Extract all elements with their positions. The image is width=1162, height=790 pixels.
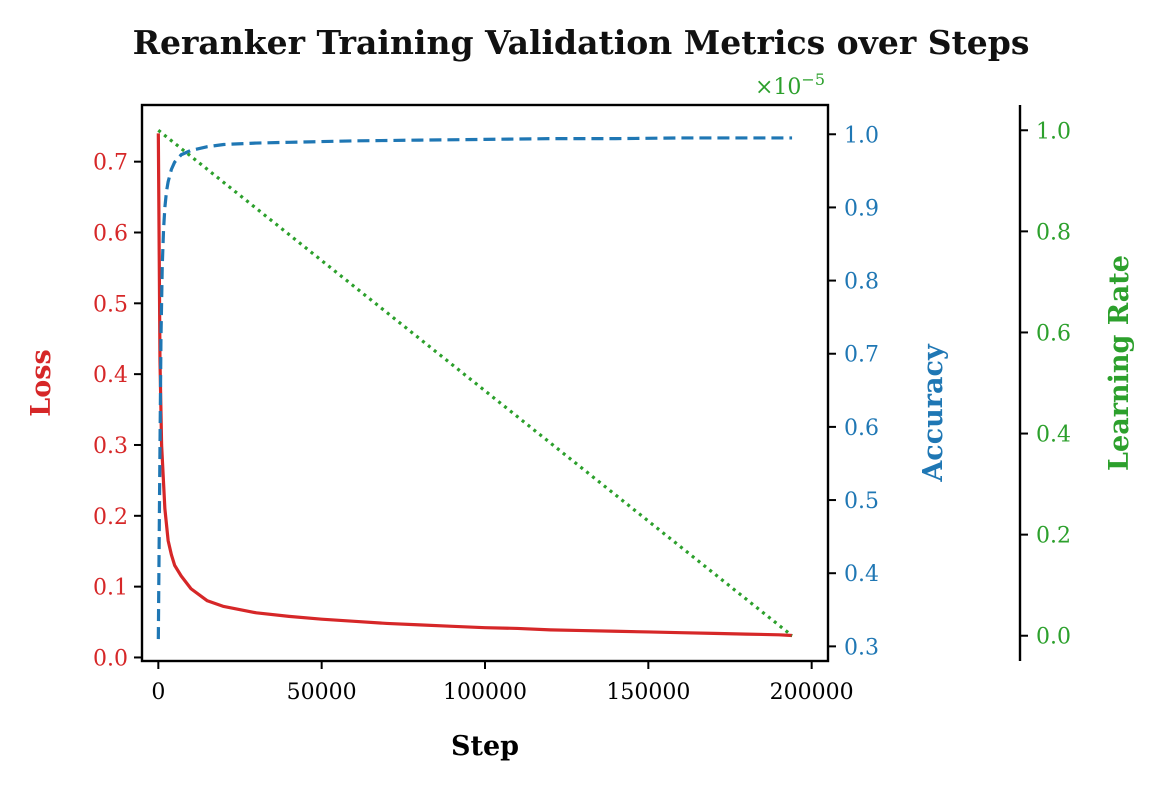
y-axis-loss: 0.0 0.1 0.2 0.3 0.4 0.5 0.6 0.7 Loss	[26, 151, 142, 671]
x-tick-label: 200000	[770, 680, 854, 705]
y-axis-label-learning_rate: Learning Rate	[1104, 255, 1135, 471]
y-tick-label-learning_rate: 0.4	[1036, 423, 1071, 448]
y-tick-label-accuracy: 0.9	[844, 196, 879, 221]
x-tick-label: 100000	[443, 680, 527, 705]
y-tick-label-loss: 0.3	[93, 434, 128, 459]
y-tick-label-learning_rate: 0.6	[1036, 321, 1071, 346]
y-tick-label-accuracy: 0.4	[844, 562, 879, 587]
chart-title: Reranker Training Validation Metrics ove…	[133, 23, 1030, 62]
y-tick-label-loss: 0.2	[93, 505, 128, 530]
y-tick-label-learning_rate: 0.2	[1036, 524, 1071, 549]
x-tick-label: 50000	[287, 680, 357, 705]
y-tick-label-loss: 0.6	[93, 221, 128, 246]
y-axis-accuracy: 0.3 0.4 0.5 0.6 0.7 0.8 0.9 1.0 Accuracy	[828, 123, 949, 660]
y-tick-label-loss: 0.4	[93, 363, 128, 388]
y-axis-label-loss: Loss	[26, 349, 57, 416]
series-layer	[156, 129, 794, 640]
y-tick-label-loss: 0.7	[93, 151, 128, 176]
series-line-accuracy	[156, 136, 793, 640]
y-tick-label-accuracy: 0.8	[844, 270, 879, 295]
y-tick-label-accuracy: 0.3	[844, 635, 879, 660]
series-line-learning_rate	[157, 129, 794, 637]
y-axis-label-accuracy: Accuracy	[918, 343, 949, 483]
y-tick-label-loss: 0.5	[93, 292, 128, 317]
y-tick-label-learning_rate: 1.0	[1036, 119, 1071, 144]
x-axis-label: Step	[451, 731, 519, 762]
y-tick-label-loss: 0.1	[93, 576, 128, 601]
y-axes: 0.0 0.1 0.2 0.3 0.4 0.5 0.6 0.7 Loss 0.3 0.4 0.5 0.6…	[26, 70, 1135, 671]
y-axis-learning_rate: 0.0 0.2 0.4 0.6 0.8 1.0 Learning Rate ×10−5	[755, 70, 1135, 661]
y-tick-label-loss: 0.0	[93, 646, 128, 671]
y-tick-label-learning_rate: 0.8	[1036, 220, 1071, 245]
x-axis: 0 50000 100000 150000 200000	[151, 661, 854, 705]
y-axis-offset-learning_rate: ×10−5	[755, 70, 825, 100]
y-tick-label-accuracy: 0.7	[844, 343, 879, 368]
series-line-loss	[156, 133, 793, 638]
x-tick-label: 0	[151, 680, 165, 705]
y-tick-label-accuracy: 1.0	[844, 123, 879, 148]
x-tick-label: 150000	[606, 680, 690, 705]
y-tick-label-learning_rate: 0.0	[1036, 625, 1071, 650]
y-tick-label-accuracy: 0.6	[844, 416, 879, 441]
plot-frame	[140, 103, 830, 663]
y-tick-label-accuracy: 0.5	[844, 489, 879, 514]
